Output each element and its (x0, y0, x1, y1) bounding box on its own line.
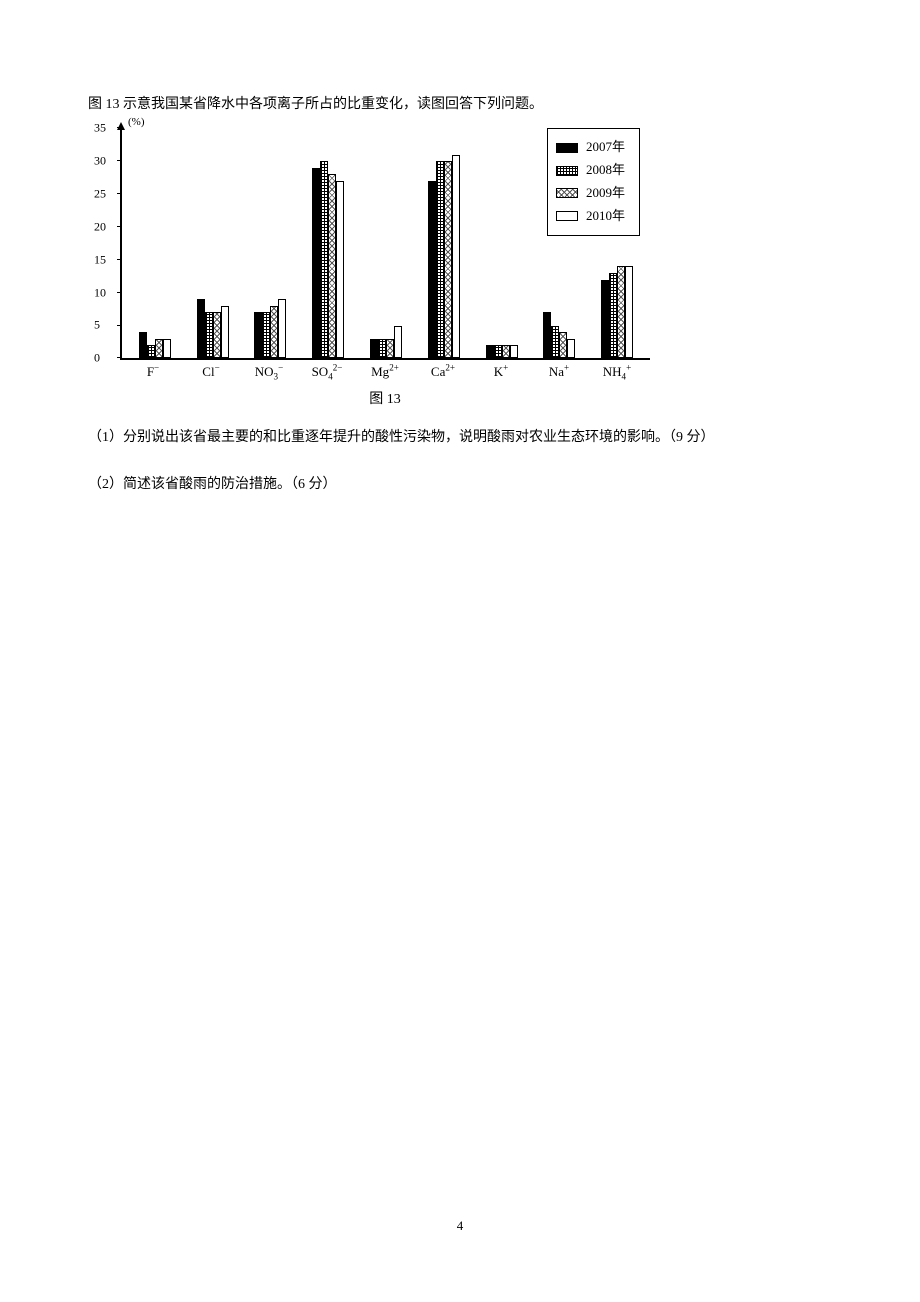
bar (551, 326, 559, 359)
y-tick-mark (117, 259, 122, 260)
y-tick-label: 15 (94, 250, 106, 269)
y-tick-label: 35 (94, 119, 106, 138)
legend-swatch (556, 211, 578, 221)
bar (567, 339, 575, 359)
bar (213, 312, 221, 358)
legend-row: 2008年 (556, 160, 625, 181)
bar (328, 174, 336, 358)
y-tick-mark (117, 292, 122, 293)
bar (336, 181, 344, 358)
page-number: 4 (60, 1216, 860, 1237)
y-tick-label: 10 (94, 283, 106, 302)
x-axis-labels: F−Cl−NO3−SO42−Mg2+Ca2+K+Na+NH4+ (120, 360, 650, 383)
y-tick-label: 30 (94, 152, 106, 171)
legend-label: 2007年 (586, 137, 625, 158)
bar (262, 312, 270, 358)
bar (452, 155, 460, 359)
legend-label: 2009年 (586, 183, 625, 204)
bar (543, 312, 551, 358)
bar (617, 266, 625, 358)
bar-group (415, 155, 473, 359)
bar (436, 161, 444, 358)
x-category-label: SO42− (298, 362, 356, 383)
x-category-label: K+ (472, 362, 530, 383)
y-tick-mark (117, 325, 122, 326)
bar (394, 326, 402, 359)
x-category-label: F− (124, 362, 182, 383)
bar (370, 339, 378, 359)
bar (278, 299, 286, 358)
chart-legend: 2007年2008年2009年2010年 (547, 128, 640, 235)
legend-swatch (556, 188, 578, 198)
bar (221, 306, 229, 359)
bar (510, 345, 518, 358)
legend-row: 2007年 (556, 137, 625, 158)
legend-row: 2010年 (556, 206, 625, 227)
legend-label: 2008年 (586, 160, 625, 181)
bar (270, 306, 278, 359)
bar (312, 168, 320, 359)
x-category-label: Cl− (182, 362, 240, 383)
x-category-label: Mg2+ (356, 362, 414, 383)
bar (139, 332, 147, 358)
bar (609, 273, 617, 358)
chart-container: (%) 2007年2008年2009年2010年 05101520253035 … (90, 128, 650, 411)
bar (378, 339, 386, 359)
bar-group (473, 345, 531, 358)
x-category-label: NO3− (240, 362, 298, 383)
bar-group (242, 299, 300, 358)
bar-group (126, 332, 184, 358)
bar (502, 345, 510, 358)
bar (254, 312, 262, 358)
bar (486, 345, 494, 358)
bar-group (357, 326, 415, 359)
y-tick-mark (117, 160, 122, 161)
y-tick-label: 20 (94, 217, 106, 236)
legend-swatch (556, 166, 578, 176)
legend-label: 2010年 (586, 206, 625, 227)
bar (155, 339, 163, 359)
bar (197, 299, 205, 358)
bar (494, 345, 502, 358)
bar (625, 266, 633, 358)
y-tick-label: 0 (94, 349, 100, 368)
y-tick-mark (117, 226, 122, 227)
legend-swatch (556, 143, 578, 153)
bar (428, 181, 436, 358)
y-tick-label: 5 (94, 316, 100, 335)
bar-group (299, 161, 357, 358)
bar (163, 339, 171, 359)
bar (386, 339, 394, 359)
chart-caption: 图 13 (120, 389, 650, 411)
question-2: （2）简述该省酸雨的防治措施。（6 分） (60, 474, 860, 496)
bar (320, 161, 328, 358)
chart-plot-area: (%) 2007年2008年2009年2010年 05101520253035 (120, 128, 650, 360)
x-category-label: Na+ (530, 362, 588, 383)
question-1: （1）分别说出该省最主要的和比重逐年提升的酸性污染物，说明酸雨对农业生态环境的影… (60, 427, 860, 449)
questions-block: （1）分别说出该省最主要的和比重逐年提升的酸性污染物，说明酸雨对农业生态环境的影… (60, 427, 860, 497)
bar (205, 312, 213, 358)
x-category-label: NH4+ (588, 362, 646, 383)
bar-group (184, 299, 242, 358)
y-tick-mark (117, 357, 122, 358)
bar-group (530, 312, 588, 358)
legend-row: 2009年 (556, 183, 625, 204)
bar (444, 161, 452, 358)
bar-group (588, 266, 646, 358)
y-tick-label: 25 (94, 185, 106, 204)
bar (601, 280, 609, 359)
y-tick-mark (117, 127, 122, 128)
bar (147, 345, 155, 358)
bar (559, 332, 567, 358)
y-tick-mark (117, 193, 122, 194)
x-category-label: Ca2+ (414, 362, 472, 383)
intro-text: 图 13 示意我国某省降水中各项离子所占的比重变化，读图回答下列问题。 (60, 94, 860, 116)
